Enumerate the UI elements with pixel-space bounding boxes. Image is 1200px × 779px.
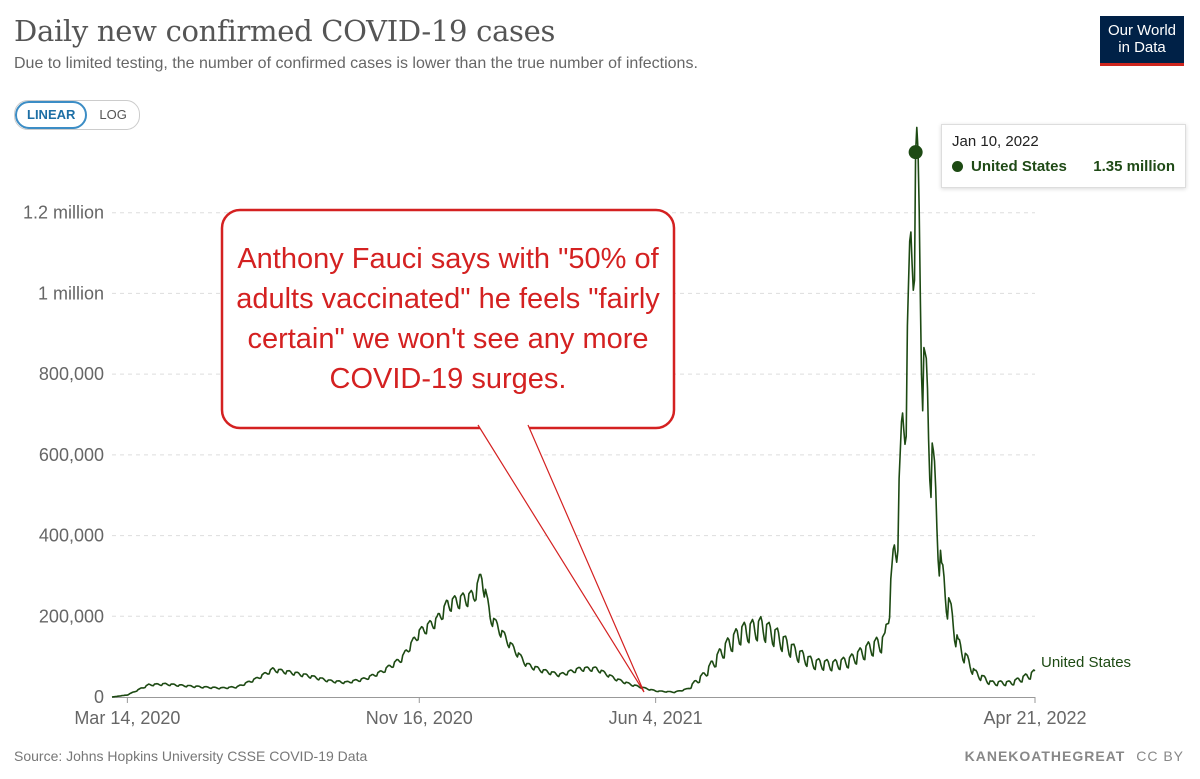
y-tick-label: 1 million [38,283,104,303]
series-line-united-states [111,126,1036,698]
tooltip: Jan 10, 2022 United States 1.35 million [941,124,1186,188]
logo-line-1: Our World [1107,22,1177,39]
y-axis: 0 200,000 400,000 600,000 800,000 1 million 1.… [23,203,104,707]
log-button[interactable]: LOG [99,107,127,122]
tooltip-row: United States 1.35 million [952,158,1175,175]
tooltip-date: Jan 10, 2022 [952,133,1039,150]
author-handle: KANEKOATHEGREAT [964,748,1126,764]
highlight-point [908,145,923,160]
x-tick-label: Apr 21, 2022 [983,708,1086,728]
series-end-label: United States [1041,654,1131,671]
logo-line-2: in Data [1118,39,1166,56]
scale-toggle: LINEAR LOG [14,100,140,130]
x-tick-label: Mar 14, 2020 [74,708,180,728]
x-tick-label: Jun 4, 2021 [609,708,703,728]
tooltip-value: 1.35 million [1093,158,1175,175]
owid-logo[interactable]: Our World in Data [1100,16,1184,66]
series-color-dot-icon [952,161,963,172]
y-tick-label: 800,000 [39,364,104,384]
license[interactable]: CC BY [1136,748,1184,764]
x-tick-label: Nov 16, 2020 [366,708,473,728]
annotation-text: Anthony Fauci says with "50% of adults v… [236,243,660,395]
annotation-bubble-shape [220,208,676,693]
credit: KANEKOATHEGREAT CC BY [965,748,1184,764]
y-tick-label: 600,000 [39,445,104,465]
page-subtitle: Due to limited testing, the number of co… [14,55,698,72]
source-note[interactable]: Source: Johns Hopkins University CSSE CO… [14,748,368,764]
y-tick-label: 400,000 [39,526,104,546]
linear-button[interactable]: LINEAR [15,101,88,129]
x-axis: Mar 14, 2020 Nov 16, 2020 Jun 4, 2021 Apr 2… [74,697,1087,728]
y-tick-label: 1.2 million [23,203,104,223]
y-tick-label: 0 [94,687,104,707]
page-title: Daily new confirmed COVID-19 cases [14,14,556,48]
tooltip-series: United States [971,158,1067,175]
y-tick-label: 200,000 [39,606,104,626]
